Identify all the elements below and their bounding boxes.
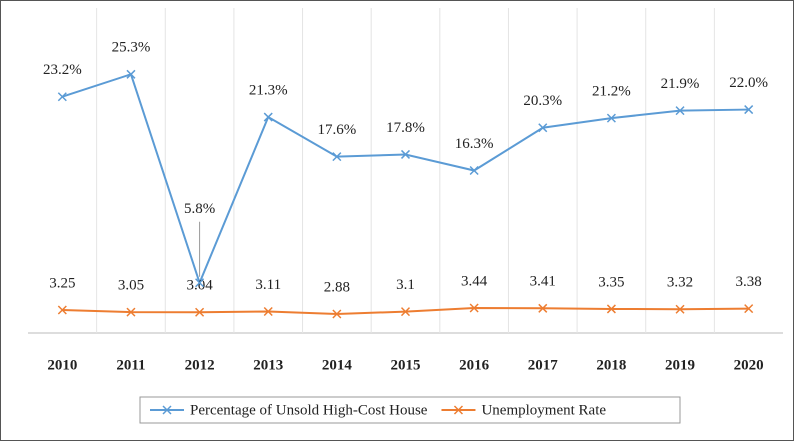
data-label: 17.8% (386, 120, 425, 136)
data-label: 3.04 (186, 278, 213, 294)
x-tick-label: 2011 (116, 357, 145, 373)
x-tick-label: 2014 (322, 357, 353, 373)
series-marker (57, 305, 67, 315)
x-tick-label: 2013 (253, 357, 283, 373)
series-marker (538, 123, 548, 133)
series-marker (195, 307, 205, 317)
x-tick-label: 2018 (596, 357, 626, 373)
series-marker (332, 152, 342, 162)
x-tick-label: 2020 (734, 357, 764, 373)
series-marker (744, 105, 754, 115)
legend-marker (453, 405, 463, 415)
x-tick-label: 2016 (459, 357, 490, 373)
series-marker (675, 304, 685, 314)
data-label: 3.05 (118, 278, 144, 294)
x-tick-label: 2019 (665, 357, 695, 373)
data-label: 22.0% (729, 75, 768, 91)
series-marker (57, 92, 67, 102)
series-marker (263, 306, 273, 317)
data-label: 3.32 (667, 275, 693, 291)
series-marker (332, 309, 342, 319)
legend-box (139, 396, 681, 424)
data-label: 3.41 (530, 274, 556, 290)
data-label: 3.25 (49, 275, 75, 291)
x-tick-label: 2015 (391, 357, 421, 373)
data-label: 3.44 (461, 273, 488, 289)
data-label: 16.3% (455, 136, 494, 152)
series-marker (606, 113, 616, 123)
legend-label: Unemployment Rate (481, 402, 606, 418)
data-label: 3.11 (255, 277, 281, 293)
x-tick-label: 2012 (185, 357, 215, 373)
data-label: 3.35 (598, 274, 624, 290)
series-marker (195, 278, 205, 288)
data-label: 23.2% (43, 62, 82, 78)
legend-label: Percentage of Unsold High-Cost House (190, 402, 428, 418)
data-label: 25.3% (112, 40, 151, 56)
series-marker (400, 149, 411, 159)
data-label: 3.1 (396, 277, 415, 293)
series-marker (675, 106, 685, 116)
series-marker (469, 165, 479, 176)
data-label: 21.2% (592, 84, 631, 100)
data-label: 17.6% (317, 122, 356, 138)
data-label: 3.38 (736, 274, 762, 290)
data-label: 21.9% (661, 76, 700, 92)
legend-marker (162, 405, 172, 415)
data-label: 21.3% (249, 82, 288, 98)
series-marker (126, 307, 136, 317)
series-marker (538, 303, 548, 313)
series-marker (126, 69, 136, 79)
series-marker (263, 112, 273, 122)
x-tick-label: 2010 (47, 357, 77, 373)
data-label: 5.8% (184, 201, 215, 217)
data-label: 20.3% (523, 93, 562, 109)
series-marker (400, 307, 411, 317)
series-marker (744, 304, 754, 314)
series-marker (469, 303, 479, 313)
data-label: 2.88 (324, 279, 350, 295)
x-tick-label: 2017 (528, 357, 559, 373)
series-marker (606, 304, 616, 314)
